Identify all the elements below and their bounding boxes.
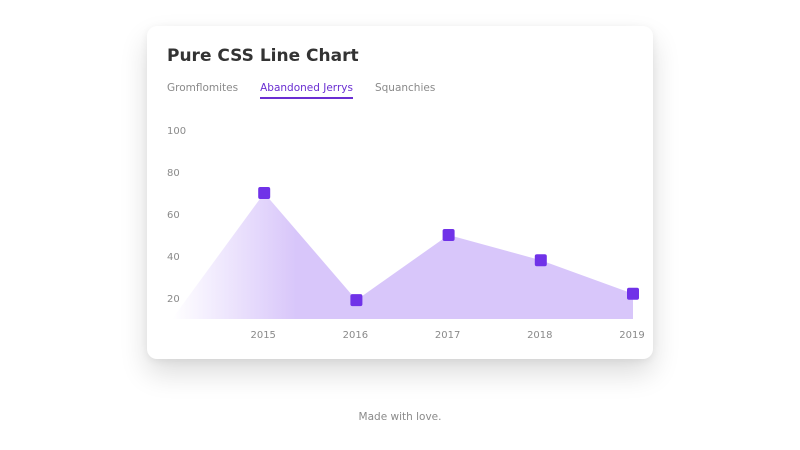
- tab-gromflomites[interactable]: Gromflomites: [167, 82, 239, 94]
- x-tick-label: 2015: [250, 330, 275, 341]
- y-tick-label: 80: [167, 168, 180, 179]
- series-tabs: Gromflomites Abandoned Jerrys Squanchies: [167, 82, 435, 99]
- chart-card: Pure CSS Line Chart Gromflomites Abandon…: [147, 26, 653, 359]
- x-tick-label: 2016: [343, 330, 368, 341]
- data-point[interactable]: [258, 187, 271, 199]
- tab-abandoned-jerrys[interactable]: Abandoned Jerrys: [260, 82, 353, 99]
- y-tick-label: 100: [167, 126, 186, 137]
- data-point[interactable]: [627, 287, 639, 300]
- x-tick-label: 2019: [619, 330, 644, 341]
- data-point[interactable]: [442, 229, 455, 241]
- chart-area: [172, 193, 633, 319]
- data-point[interactable]: [350, 294, 363, 307]
- footer-text: Made with love.: [358, 411, 442, 423]
- data-point[interactable]: [534, 254, 547, 267]
- x-tick-label: 2018: [527, 330, 552, 341]
- card-title: Pure CSS Line Chart: [167, 46, 359, 66]
- line-chart: 20 40 60 80 100 2015 2016 2017 2018 2019: [167, 126, 645, 341]
- y-tick-label: 20: [167, 294, 180, 305]
- tab-squanchies[interactable]: Squanchies: [374, 82, 436, 94]
- y-tick-label: 60: [167, 210, 180, 221]
- x-tick-label: 2017: [435, 330, 460, 341]
- y-tick-label: 40: [167, 252, 180, 263]
